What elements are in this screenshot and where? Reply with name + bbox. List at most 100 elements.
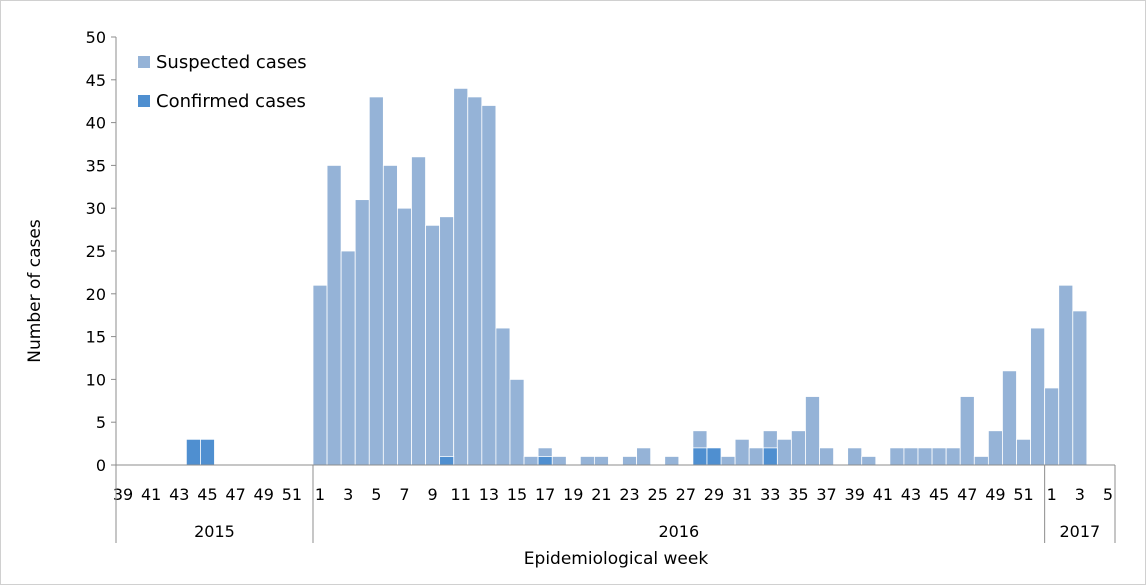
bar-suspected xyxy=(481,105,497,466)
y-tick-label: 25 xyxy=(86,242,106,261)
bar-suspected xyxy=(776,438,792,466)
bars-layer xyxy=(185,87,1088,466)
bar-confirmed xyxy=(537,456,553,466)
x-tick-label: 7 xyxy=(399,485,409,504)
bar-suspected xyxy=(340,250,356,466)
legend-swatch-confirmed xyxy=(138,95,150,107)
x-tick-label: 21 xyxy=(591,485,611,504)
bar-suspected xyxy=(467,96,483,466)
bar-suspected xyxy=(312,284,328,466)
x-tick-label: 41 xyxy=(873,485,893,504)
bar-suspected xyxy=(523,456,539,466)
bar-confirmed xyxy=(692,447,708,466)
x-tick-label: 43 xyxy=(901,485,921,504)
x-tick-label: 3 xyxy=(1075,485,1085,504)
x-tick-label: 1 xyxy=(1047,485,1057,504)
x-tick-label: 5 xyxy=(1103,485,1113,504)
x-tick-label: 25 xyxy=(648,485,668,504)
y-tick-label: 10 xyxy=(86,370,106,389)
bar-suspected xyxy=(720,456,736,466)
legend-label-confirmed: Confirmed cases xyxy=(156,91,306,112)
y-tick-label: 40 xyxy=(86,114,106,133)
y-tick-label: 15 xyxy=(86,328,106,347)
x-tick-label: 33 xyxy=(760,485,780,504)
bar-suspected xyxy=(805,396,820,466)
x-tick-label: 39 xyxy=(845,485,865,504)
bar-suspected xyxy=(819,447,834,466)
y-axis-title: Number of cases xyxy=(25,219,45,363)
bar-suspected xyxy=(411,156,426,466)
x-tick-label: 17 xyxy=(535,485,555,504)
bar-suspected xyxy=(1016,438,1031,466)
bar-suspected xyxy=(453,87,469,466)
legend-label-suspected: Suspected cases xyxy=(156,52,307,73)
x-tick-label: 31 xyxy=(732,485,752,504)
x-tick-label: 1 xyxy=(315,485,325,504)
x-tick-label: 49 xyxy=(985,485,1005,504)
bar-suspected xyxy=(1044,387,1060,466)
x-tick-label: 39 xyxy=(113,485,133,504)
bar-suspected xyxy=(636,447,652,466)
bar-suspected xyxy=(734,438,750,466)
bar-suspected xyxy=(425,224,441,466)
bar-suspected xyxy=(1002,370,1017,466)
x-axis-title: Epidemiological week xyxy=(524,549,709,569)
bar-suspected xyxy=(439,216,455,466)
bar-suspected xyxy=(326,164,342,466)
x-tick-label: 37 xyxy=(816,485,836,504)
x-tick-label: 19 xyxy=(563,485,583,504)
bar-suspected xyxy=(748,447,764,466)
bar-suspected xyxy=(622,456,638,466)
x-tick-label: 15 xyxy=(507,485,527,504)
year-label: 2017 xyxy=(1059,522,1100,541)
x-tick-label: 51 xyxy=(282,485,302,504)
x-tick-label: 45 xyxy=(197,485,217,504)
x-tick-label: 47 xyxy=(225,485,245,504)
bar-suspected xyxy=(509,378,525,466)
bar-suspected xyxy=(847,447,863,466)
x-tick-label: 43 xyxy=(169,485,189,504)
year-label: 2015 xyxy=(194,522,235,541)
bar-suspected xyxy=(903,447,919,466)
bar-suspected xyxy=(945,447,961,466)
bar-suspected xyxy=(368,96,384,466)
bar-suspected xyxy=(354,199,370,466)
x-tick-label: 9 xyxy=(427,485,437,504)
bar-suspected xyxy=(931,447,947,466)
x-tick-label: 11 xyxy=(451,485,471,504)
x-tick-label: 51 xyxy=(1013,485,1033,504)
bar-suspected xyxy=(593,456,609,466)
x-tick-label: 13 xyxy=(479,485,499,504)
y-tick-label: 0 xyxy=(96,456,106,475)
y-tick-label: 45 xyxy=(86,71,106,90)
bar-confirmed xyxy=(200,438,215,466)
bar-suspected xyxy=(959,396,975,466)
bar-suspected xyxy=(495,327,511,466)
x-tick-label: 47 xyxy=(957,485,977,504)
bar-suspected xyxy=(790,430,806,466)
y-tick-label: 50 xyxy=(86,28,106,47)
bar-suspected xyxy=(917,447,933,466)
y-tick-label: 35 xyxy=(86,156,106,175)
legend: Suspected cases Confirmed cases xyxy=(138,52,307,112)
bar-suspected xyxy=(889,447,905,466)
bar-suspected xyxy=(973,456,989,466)
legend-swatch-suspected xyxy=(138,56,150,68)
x-tick-label: 23 xyxy=(619,485,639,504)
bar-confirmed xyxy=(439,456,455,466)
x-tick-label: 29 xyxy=(704,485,724,504)
bar-suspected xyxy=(1030,327,1046,466)
x-tick-label: 41 xyxy=(141,485,161,504)
bar-suspected xyxy=(551,456,567,466)
bar-suspected xyxy=(861,456,877,466)
bar-suspected xyxy=(987,430,1003,466)
bar-suspected xyxy=(382,164,398,466)
bar-confirmed xyxy=(762,447,778,466)
bar-suspected xyxy=(1058,284,1074,466)
y-tick-label: 30 xyxy=(86,199,106,218)
bar-confirmed xyxy=(706,447,722,466)
x-tick-label: 3 xyxy=(343,485,353,504)
bar-suspected xyxy=(579,456,595,466)
